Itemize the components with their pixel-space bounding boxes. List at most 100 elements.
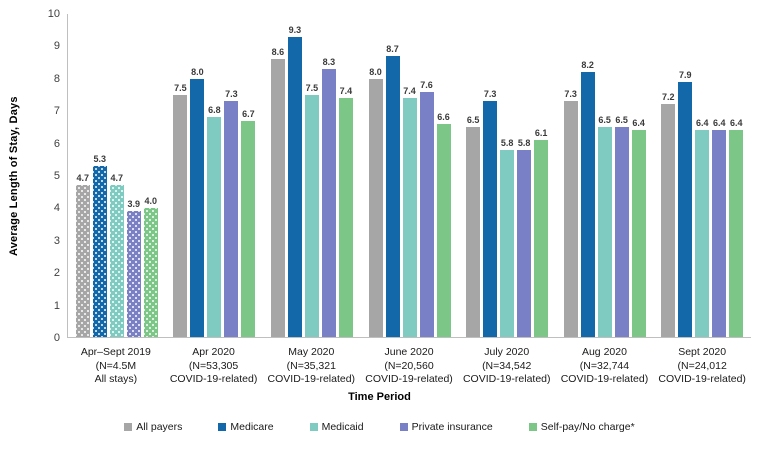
bar-value-label: 6.5 xyxy=(598,115,611,126)
bar-medicare: 8.7 xyxy=(385,44,400,337)
x-axis-title: Time Period xyxy=(348,391,411,403)
bar-value-label: 9.3 xyxy=(288,24,302,35)
bar-medicaid: 6.5 xyxy=(597,115,612,337)
y-tick-label-9: 9 xyxy=(53,40,60,53)
x-category-label-line: COVID-19-related) xyxy=(169,373,258,386)
x-category-label-line: COVID-19-related) xyxy=(267,373,356,386)
y-tick-label-6: 6 xyxy=(53,137,60,150)
bar-private-insurance: 3.9 xyxy=(126,199,141,337)
bar-groups: 4.7 5.3 4.7 3.9 4.0 7.5 8.0 6.8 7.3 6.7 8.6 9.3 7.5 8… xyxy=(68,14,751,337)
legend-swatch-icon xyxy=(528,423,537,431)
bar-medicaid: 7.4 xyxy=(402,86,417,337)
bar-self-pay-no-charge: 6.4 xyxy=(631,118,646,337)
bar-self-pay-no-charge: 6.1 xyxy=(534,128,549,337)
bar-self-pay-no-charge: 4.0 xyxy=(143,196,158,337)
bar-value-label: 6.4 xyxy=(729,118,743,129)
bar-medicare: 7.3 xyxy=(483,89,498,337)
plot-area: 4.7 5.3 4.7 3.9 4.0 7.5 8.0 6.8 7.3 6.7 8.6 9.3 7.5 8… xyxy=(67,14,751,338)
bar-value-label: 7.4 xyxy=(339,85,353,96)
x-category-label-july-2020: July 2020 (N=34,542 COVID-19-related) xyxy=(458,346,556,387)
x-category-label-line: (N=32,744 xyxy=(579,359,630,372)
bar-all-payers: 7.3 xyxy=(563,89,578,337)
bar-self-pay-no-charge: 7.4 xyxy=(338,86,353,337)
x-category-label-line: (N=34,542 xyxy=(482,359,532,372)
legend-swatch-icon xyxy=(124,423,133,431)
legend-label: Medicaid xyxy=(321,421,364,433)
bar-value-label: 6.6 xyxy=(437,111,450,122)
bar-value-label: 7.6 xyxy=(420,79,433,90)
bar-medicaid: 6.8 xyxy=(207,105,222,337)
bar-value-label: 8.6 xyxy=(271,47,285,58)
x-axis-category-labels: Apr–Sept 2019 (N=4.5M All stays) Apr 2020 (N… xyxy=(67,346,751,387)
bar-all-payers: 7.5 xyxy=(173,83,188,337)
bar-value-label: 6.8 xyxy=(208,105,221,116)
bar-value-label: 4.7 xyxy=(110,173,124,184)
legend-item-private-insurance: Private insurance xyxy=(399,421,493,433)
bar-group-june-2020: 8.0 8.7 7.4 7.6 6.6 xyxy=(361,14,459,337)
x-category-label-apr-sept-2019: Apr–Sept 2019 (N=4.5M All stays) xyxy=(67,346,165,387)
bar-value-label: 8.0 xyxy=(191,66,204,77)
bar-medicaid: 7.5 xyxy=(304,83,319,337)
x-category-label-line: (N=20,560 xyxy=(384,359,434,372)
bar-value-label: 7.5 xyxy=(305,82,319,93)
x-category-label-line: (N=35,321 xyxy=(286,359,336,372)
x-category-label-line: All stays) xyxy=(94,373,138,386)
bar-value-label: 4.7 xyxy=(76,173,90,184)
bar-value-label: 7.3 xyxy=(483,89,497,100)
bar-value-label: 6.1 xyxy=(534,127,548,138)
bar-all-payers: 7.2 xyxy=(661,92,676,337)
legend-swatch-icon xyxy=(218,423,227,431)
bar-value-label: 6.7 xyxy=(242,108,255,119)
x-category-label-line: COVID-19-related) xyxy=(658,373,746,386)
bar-group-apr-2020: 7.5 8.0 6.8 7.3 6.7 xyxy=(166,14,264,337)
bar-value-label: 5.3 xyxy=(93,153,107,164)
legend-label: Self-pay/No charge* xyxy=(540,421,635,433)
y-axis-title: Average Length of Stay, Days xyxy=(8,96,20,256)
bar-value-label: 6.5 xyxy=(466,115,480,126)
bar-private-insurance: 5.8 xyxy=(517,138,532,337)
bar-value-label: 8.3 xyxy=(322,56,336,67)
y-tick-label-3: 3 xyxy=(53,234,60,247)
bar-self-pay-no-charge: 6.7 xyxy=(241,109,256,337)
bar-group-july-2020: 6.5 7.3 5.8 5.8 6.1 xyxy=(458,14,556,337)
x-category-label-line: July 2020 xyxy=(484,346,530,358)
bar-self-pay-no-charge: 6.4 xyxy=(729,118,744,337)
x-category-label-line: (N=53,305 xyxy=(188,359,239,372)
bar-value-label: 7.3 xyxy=(564,89,577,100)
legend-label: Private insurance xyxy=(411,421,493,433)
bar-group-aug-2020: 7.3 8.2 6.5 6.5 6.4 xyxy=(556,14,654,337)
y-tick-label-10: 10 xyxy=(47,8,60,20)
legend-label: Medicare xyxy=(230,421,274,433)
bar-medicare: 5.3 xyxy=(92,154,107,337)
legend-item-medicare: Medicare xyxy=(218,421,274,433)
x-category-label-june-2020: June 2020 (N=20,560 COVID-19-related) xyxy=(360,346,458,387)
bar-private-insurance: 6.4 xyxy=(712,118,727,337)
bar-medicare: 8.2 xyxy=(580,60,595,337)
x-category-label-line: COVID-19-related) xyxy=(560,373,649,386)
bar-private-insurance: 7.6 xyxy=(419,80,434,337)
bar-medicare: 8.0 xyxy=(190,67,205,337)
legend-swatch-icon xyxy=(399,423,408,431)
y-tick-label-0: 0 xyxy=(53,332,60,344)
x-category-label-line: May 2020 xyxy=(288,346,335,358)
x-category-label-line: (N=24,012 xyxy=(677,359,727,372)
legend: All payers Medicare Medicaid Private insura… xyxy=(0,421,759,433)
x-category-label-line: June 2020 xyxy=(384,346,434,358)
y-tick-label-7: 7 xyxy=(53,105,60,118)
x-category-label-line: Sept 2020 xyxy=(678,346,727,358)
bar-value-label: 8.0 xyxy=(369,66,382,77)
legend-label: All payers xyxy=(136,421,183,433)
bar-all-payers: 6.5 xyxy=(466,115,481,337)
legend-item-all-payers: All payers xyxy=(124,421,182,433)
bar-value-label: 7.9 xyxy=(678,69,692,80)
bar-self-pay-no-charge: 6.6 xyxy=(436,112,451,337)
bar-medicaid: 4.7 xyxy=(109,173,124,337)
x-category-label-line: Apr 2020 xyxy=(192,346,235,358)
bar-private-insurance: 8.3 xyxy=(321,57,336,337)
y-tick-label-2: 2 xyxy=(53,267,60,280)
x-category-label-line: COVID-19-related) xyxy=(365,373,453,386)
legend-item-medicaid: Medicaid xyxy=(309,421,364,433)
bar-all-payers: 8.0 xyxy=(368,67,383,337)
bar-medicaid: 5.8 xyxy=(500,138,515,337)
